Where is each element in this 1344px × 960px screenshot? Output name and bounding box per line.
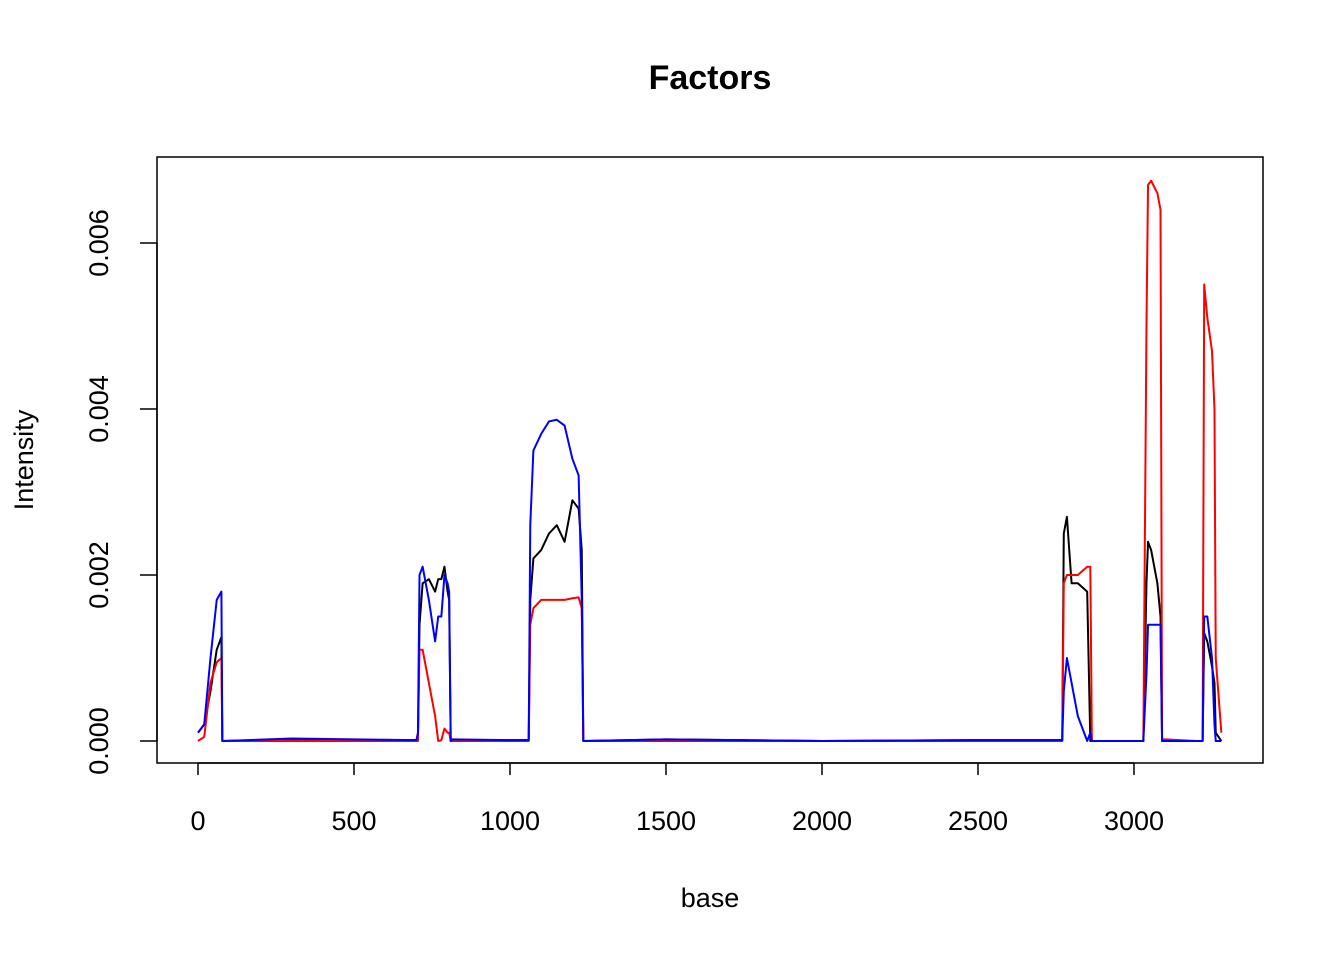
x-tick-label: 3000 <box>1104 806 1164 836</box>
x-tick-label: 1500 <box>636 806 696 836</box>
x-tick-label: 2000 <box>792 806 852 836</box>
series-line <box>197 418 1222 742</box>
y-tick-label: 0.002 <box>84 541 114 609</box>
y-tick-label: 0.006 <box>84 209 114 277</box>
plot-frame <box>156 156 1264 764</box>
series-line <box>197 179 1223 742</box>
x-axis-label: base <box>681 883 740 913</box>
y-axis-label: Intensity <box>9 409 39 510</box>
series-line <box>197 499 1223 742</box>
y-tick-label: 0.004 <box>84 375 114 443</box>
chart-title: Factors <box>649 59 772 97</box>
x-tick-label: 500 <box>331 806 376 836</box>
y-tick-label: 0.000 <box>84 707 114 775</box>
x-tick-label: 2500 <box>948 806 1008 836</box>
x-tick-label: 1000 <box>480 806 540 836</box>
x-tick-label: 0 <box>190 806 205 836</box>
